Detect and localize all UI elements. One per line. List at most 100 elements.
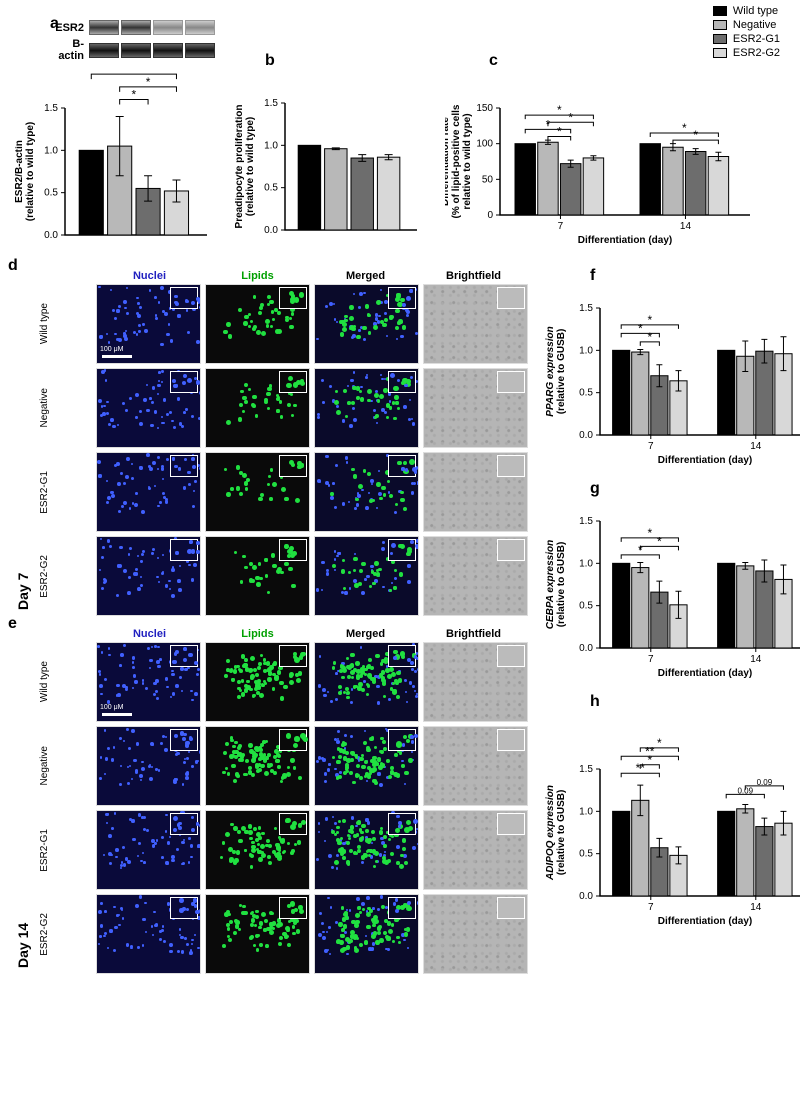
- merged-image: [314, 536, 419, 616]
- svg-text:1.5: 1.5: [44, 103, 58, 114]
- svg-text:1.0: 1.0: [44, 145, 58, 156]
- blot-band: [185, 43, 215, 58]
- microscopy-section: d Day 7 Nuclei Lipids Merged Brightfield…: [15, 270, 785, 986]
- panel-g-label: g: [590, 480, 600, 498]
- svg-text:1.0: 1.0: [264, 140, 278, 151]
- svg-text:*: *: [647, 330, 652, 344]
- svg-text:50: 50: [482, 174, 494, 185]
- figure: Wild type Negative ESR2-G1 ESR2-G2 a ESR2 B…: [0, 0, 800, 1001]
- blot-band: [153, 20, 183, 35]
- svg-text:**: **: [645, 744, 655, 758]
- svg-text:0.5: 0.5: [579, 849, 593, 860]
- svg-text:0: 0: [487, 210, 493, 221]
- nuclei-header: Nuclei: [97, 270, 202, 282]
- chart-b-svg: 0.00.51.01.5Preadipocyte proliferation(r…: [235, 65, 425, 240]
- brightfield-image: [423, 368, 528, 448]
- nuclei-image: [96, 810, 201, 890]
- svg-text:0.0: 0.0: [579, 643, 593, 654]
- day7-label: Day 7: [15, 270, 31, 610]
- lipids-image: [205, 284, 310, 364]
- nuclei-header: Nuclei: [97, 628, 202, 640]
- svg-text:14: 14: [750, 441, 762, 452]
- lipids-header: Lipids: [205, 628, 310, 640]
- panel-b-label: b: [265, 52, 275, 70]
- merged-image: [314, 368, 419, 448]
- svg-text:0.5: 0.5: [264, 183, 278, 194]
- microscopy-row-label: Wild type: [39, 300, 94, 347]
- svg-text:Differentiation (day): Differentiation (day): [658, 455, 752, 466]
- svg-text:1.0: 1.0: [579, 806, 593, 817]
- svg-text:Differentiation (day): Differentiation (day): [658, 668, 752, 679]
- brightfield-image: [423, 452, 528, 532]
- lipids-image: [205, 894, 310, 974]
- microscopy-row-label: Negative: [39, 385, 94, 430]
- panel-c: c 050100150Differentiation rate(% of lip…: [445, 20, 755, 250]
- microscopy-row-label: ESR2-G2: [39, 910, 94, 959]
- svg-text:1.5: 1.5: [264, 98, 278, 109]
- svg-text:1.0: 1.0: [579, 345, 593, 356]
- svg-text:*: *: [638, 321, 643, 335]
- panel-b: b 0.00.51.01.5Preadipocyte proliferation…: [235, 20, 425, 250]
- merged-image: [314, 810, 419, 890]
- nuclei-image: 100 μM: [96, 284, 201, 364]
- blot-band: [185, 20, 215, 35]
- svg-text:150: 150: [476, 103, 493, 114]
- svg-text:0.09: 0.09: [757, 778, 773, 787]
- chart-c-svg: 0 50 100 150Differentiation rate(% of lipid…: [445, 65, 755, 250]
- svg-text:14: 14: [680, 221, 692, 232]
- svg-text:0.5: 0.5: [579, 388, 593, 399]
- blot-band: [121, 43, 151, 58]
- svg-text:7: 7: [558, 221, 564, 232]
- merged-image: [314, 726, 419, 806]
- lipids-image: [205, 726, 310, 806]
- nuclei-image: [96, 368, 201, 448]
- panel-a: a ESR2 B-actin: [15, 20, 215, 250]
- legend-item: Wild type: [713, 5, 780, 17]
- microscopy-row-label: ESR2-G1: [39, 468, 94, 517]
- microscopy-row: ESR2-G1: [39, 450, 530, 534]
- microscopy-row-label: ESR2-G2: [39, 552, 94, 601]
- lipids-image: [205, 368, 310, 448]
- svg-text:7: 7: [648, 441, 654, 452]
- microscopy-row: ESR2-G1: [39, 808, 530, 892]
- svg-text:CEBPA expression(relative to G: CEBPA expression(relative to GUSB): [545, 540, 567, 629]
- microscopy-row-label: ESR2-G1: [39, 826, 94, 875]
- lipids-image: [205, 810, 310, 890]
- svg-text:0.5: 0.5: [579, 601, 593, 612]
- svg-text:1.5: 1.5: [579, 516, 593, 527]
- svg-text:ADIPOQ expression(relative to: ADIPOQ expression(relative to GUSB): [545, 785, 567, 881]
- blot-band: [89, 43, 119, 58]
- panel-f-label: f: [590, 267, 595, 285]
- microscopy-row: Wild type100 μM: [39, 282, 530, 366]
- svg-text:Differentiation rate(% of lipi: Differentiation rate(% of lipid-positive…: [445, 104, 473, 218]
- svg-text:100: 100: [476, 139, 493, 150]
- microscopy-row-label: Negative: [39, 743, 94, 788]
- microscopy-row: ESR2-G2: [39, 534, 530, 618]
- day14-label: Day 14: [15, 628, 31, 968]
- western-blot: ESR2 B-actin: [15, 20, 215, 62]
- panel-a-label: a: [50, 15, 59, 33]
- bactin-blot-label: B-actin: [50, 38, 89, 62]
- svg-text:14: 14: [750, 902, 762, 913]
- svg-text:*: *: [693, 128, 698, 142]
- chart-f-svg: 0.00.51.01.5PPARG expression(relative to…: [545, 275, 800, 470]
- blot-band: [121, 20, 151, 35]
- microscopy-row: Negative: [39, 366, 530, 450]
- brightfield-image: [423, 810, 528, 890]
- svg-text:*: *: [647, 313, 652, 327]
- nuclei-image: 100 μM: [96, 642, 201, 722]
- svg-text:Differentiation (day): Differentiation (day): [658, 916, 752, 927]
- merged-image: [314, 642, 419, 722]
- svg-text:1.5: 1.5: [579, 764, 593, 775]
- merged-image: [314, 452, 419, 532]
- svg-text:*: *: [557, 103, 562, 117]
- svg-text:7: 7: [648, 654, 654, 665]
- svg-text:Differentiation (day): Differentiation (day): [578, 235, 672, 246]
- svg-text:1.0: 1.0: [579, 558, 593, 569]
- lipids-header: Lipids: [205, 270, 310, 282]
- svg-text:*: *: [557, 125, 562, 139]
- brightfield-image: [423, 726, 528, 806]
- svg-text:*: *: [682, 121, 687, 135]
- svg-text:ESR2/B-actin(relative to wild: ESR2/B-actin(relative to wild type): [15, 122, 36, 221]
- chart-g-svg: 0.0 0.5 1.0 1.5 CEBPA expression(relative to…: [545, 488, 800, 683]
